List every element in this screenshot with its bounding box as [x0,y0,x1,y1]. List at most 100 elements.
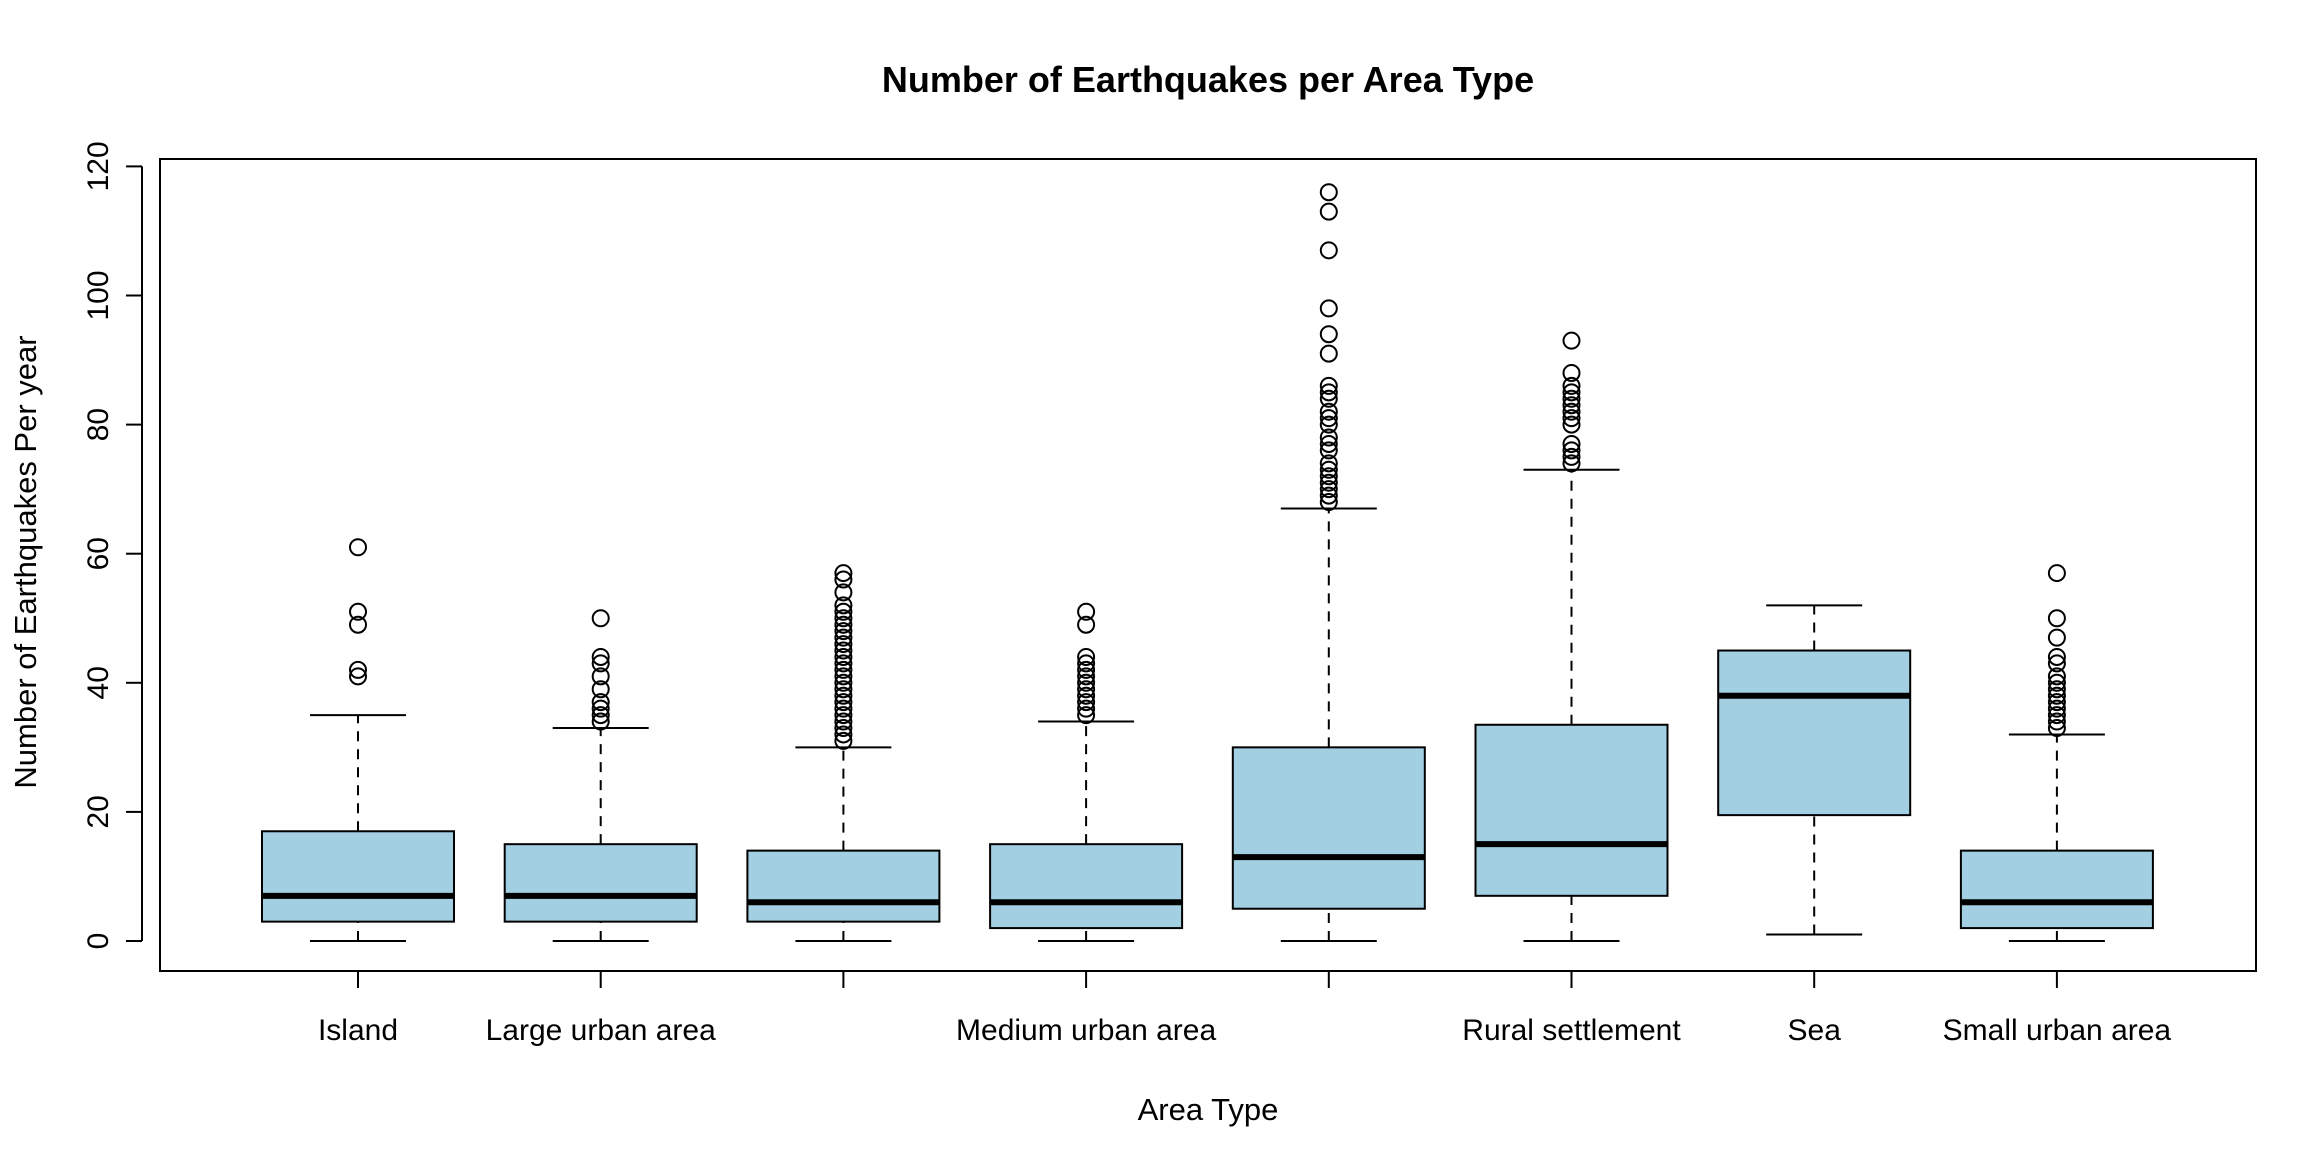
outlier-point [1077,667,1096,686]
outlier-point [1077,706,1096,725]
box-group [1474,331,1669,942]
x-tick-label: Rural settlement [1462,1014,1681,1047]
outlier-point [1562,331,1581,350]
outlier-point [1319,480,1338,499]
outlier-point [1319,299,1338,318]
chart-title: Number of Earthquakes per Area Type [882,59,1534,100]
outlier-point [834,564,853,583]
outlier-point [834,673,853,692]
iqr-box [1231,746,1426,910]
outlier-point [1077,615,1096,634]
outlier-point [834,628,853,647]
outlier-point [349,660,367,679]
outlier-point [1319,183,1338,202]
outlier-point [1319,441,1338,460]
outlier-point [1562,434,1581,453]
outlier-point [591,680,610,699]
outlier-point [1077,673,1096,692]
outlier-point [2047,699,2066,718]
outlier-point [349,602,367,621]
x-tick-label: Sea [1788,1014,1842,1047]
outlier-point [591,712,610,731]
iqr-box [503,843,698,923]
outlier-point [349,615,367,634]
outlier-point [834,725,853,744]
iqr-box [989,843,1184,930]
box-group [1717,604,1912,936]
iqr-box [1474,723,1669,897]
outlier-point [834,583,853,602]
outlier-point [834,654,853,673]
outlier-point [1319,241,1338,260]
outlier-point [1319,376,1338,395]
x-tick-label: Island [318,1014,398,1047]
outlier-point [834,699,853,718]
outlier-point [834,712,853,731]
outlier-point [834,718,853,737]
outlier-point [1562,415,1581,434]
outlier-point [1562,441,1581,460]
y-tick-label: 0 [82,933,115,950]
outlier-point [1077,680,1096,699]
outlier-point [1562,376,1581,395]
y-tick-label: 40 [82,666,115,699]
y-axis: 0 20 40 60 80 100 120 [82,141,143,950]
outlier-point [591,699,610,718]
outlier-point [591,667,610,686]
outlier-point [834,680,853,699]
outlier-point [834,686,853,705]
outlier-point [591,609,610,628]
iqr-box [261,830,455,923]
outlier-point [1319,486,1338,505]
outlier-point [1077,686,1096,705]
outlier-point [1319,383,1338,402]
outlier-point [2047,667,2066,686]
box-group [261,538,455,942]
y-tick-label: 100 [82,270,115,320]
outlier-point [1319,473,1338,492]
x-axis: Island Large urban area Medium urban area R… [318,970,2171,1047]
outlier-point [2047,647,2066,666]
box-group [503,609,698,942]
box-group [989,602,1184,942]
outlier-point [591,706,610,725]
outlier-point [349,667,367,686]
outlier-point [834,706,853,725]
outlier-point [1319,344,1338,363]
outlier-point [1319,493,1338,512]
outlier-point [1562,454,1581,473]
outlier-point [2047,712,2066,731]
x-tick-label: Medium urban area [956,1014,1216,1047]
box-group [746,564,941,942]
outlier-point [834,641,853,660]
outlier-point [1319,460,1338,479]
outlier-point [834,602,853,621]
outlier-point [1319,434,1338,453]
outlier-point [591,647,610,666]
outlier-point [1077,693,1096,712]
y-tick-label: 120 [82,141,115,191]
outlier-point [834,570,853,589]
box-group [1231,183,1426,942]
outlier-point [834,693,853,712]
outlier-point [834,635,853,654]
outlier-point [2047,718,2066,737]
outlier-point [1319,402,1338,421]
outlier-point [1562,363,1581,382]
outlier-point [1077,647,1096,666]
outlier-point [2047,564,2066,583]
outlier-point [349,538,367,557]
outlier-point [2047,686,2066,705]
outlier-point [1319,467,1338,486]
outlier-point [1077,660,1096,679]
y-tick-label: 20 [82,795,115,828]
outlier-point [834,731,853,750]
iqr-box [1717,649,1912,817]
outlier-point [1562,383,1581,402]
outlier-point [1562,409,1581,428]
outlier-point [591,693,610,712]
outlier-point [834,609,853,628]
outlier-point [2047,673,2066,692]
iqr-box [1959,849,2154,930]
